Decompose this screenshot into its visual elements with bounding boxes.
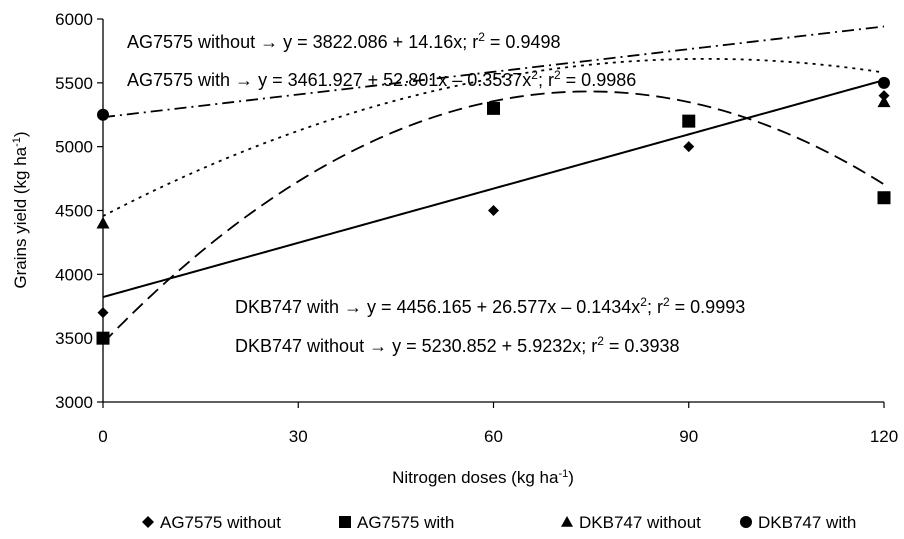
data-point-ag7575-without bbox=[488, 205, 499, 216]
equation-dkb747-with: DKB747 with → y = 4456.165 + 26.577x – 0… bbox=[235, 295, 745, 317]
y-tick-label: 5000 bbox=[55, 138, 93, 157]
trend-line-ag7575-without bbox=[102, 79, 885, 299]
data-point-ag7575-without bbox=[97, 307, 109, 319]
data-point-dkb747-without bbox=[877, 95, 891, 108]
trend-line-ag7575-with bbox=[102, 90, 885, 344]
x-tick-label: 30 bbox=[289, 427, 308, 446]
legend-label-ag7575-with: AG7575 with bbox=[357, 513, 454, 532]
equation-ag7575-without: AG7575 without → y = 3822.086 + 14.16x; … bbox=[127, 30, 561, 52]
legend-marker-dkb747-without bbox=[561, 516, 573, 527]
data-point-dkb747-with bbox=[682, 115, 695, 128]
data-point-ag7575-without bbox=[683, 141, 695, 153]
data-point-ag7575-with bbox=[96, 331, 110, 345]
data-point-dkb747-with bbox=[97, 108, 109, 121]
y-axis-title: Grains yield (kg ha-1) bbox=[11, 131, 30, 288]
legend-label-dkb747-without: DKB747 without bbox=[579, 513, 701, 532]
legend-marker-ag7575-without bbox=[142, 516, 154, 528]
x-tick-label: 120 bbox=[870, 427, 898, 446]
legend-label-ag7575-without: AG7575 without bbox=[160, 513, 281, 532]
x-tick-label: 0 bbox=[98, 427, 107, 446]
data-point-dkb747-with bbox=[487, 102, 500, 115]
data-point-dkb747-with bbox=[878, 76, 890, 89]
trend-lines bbox=[102, 25, 885, 344]
y-tick-label: 4000 bbox=[55, 265, 93, 284]
legend-label-dkb747-with: DKB747 with bbox=[758, 513, 856, 532]
trend-line-dkb747-with bbox=[102, 25, 885, 119]
equation-dkb747-without: DKB747 without → y = 5230.852 + 5.9232x;… bbox=[235, 334, 680, 356]
equation-ag7575-with: AG7575 with → y = 3461.927 + 52.801x – 0… bbox=[127, 68, 636, 90]
legend-marker-dkb747-with bbox=[740, 516, 752, 528]
y-tick-label: 3500 bbox=[55, 329, 93, 348]
data-point-dkb747-without bbox=[96, 216, 110, 229]
data-point-ag7575-with bbox=[877, 191, 891, 205]
y-tick-label: 5500 bbox=[55, 74, 93, 93]
x-tick-label: 60 bbox=[484, 427, 503, 446]
legend-marker-ag7575-with bbox=[339, 516, 351, 528]
y-tick-label: 4500 bbox=[55, 202, 93, 221]
legend: AG7575 without AG7575 with DKB747 without D… bbox=[142, 513, 856, 532]
data-points bbox=[96, 76, 891, 345]
y-tick-label: 3000 bbox=[55, 393, 93, 412]
axes: 3000 3500 4000 4500 5000 5500 6000 0 30 60 90 120 bbox=[55, 10, 898, 446]
y-tick-label: 6000 bbox=[55, 10, 93, 29]
x-tick-label: 90 bbox=[679, 427, 698, 446]
x-axis-title: Nitrogen doses (kg ha-1) bbox=[392, 468, 574, 487]
